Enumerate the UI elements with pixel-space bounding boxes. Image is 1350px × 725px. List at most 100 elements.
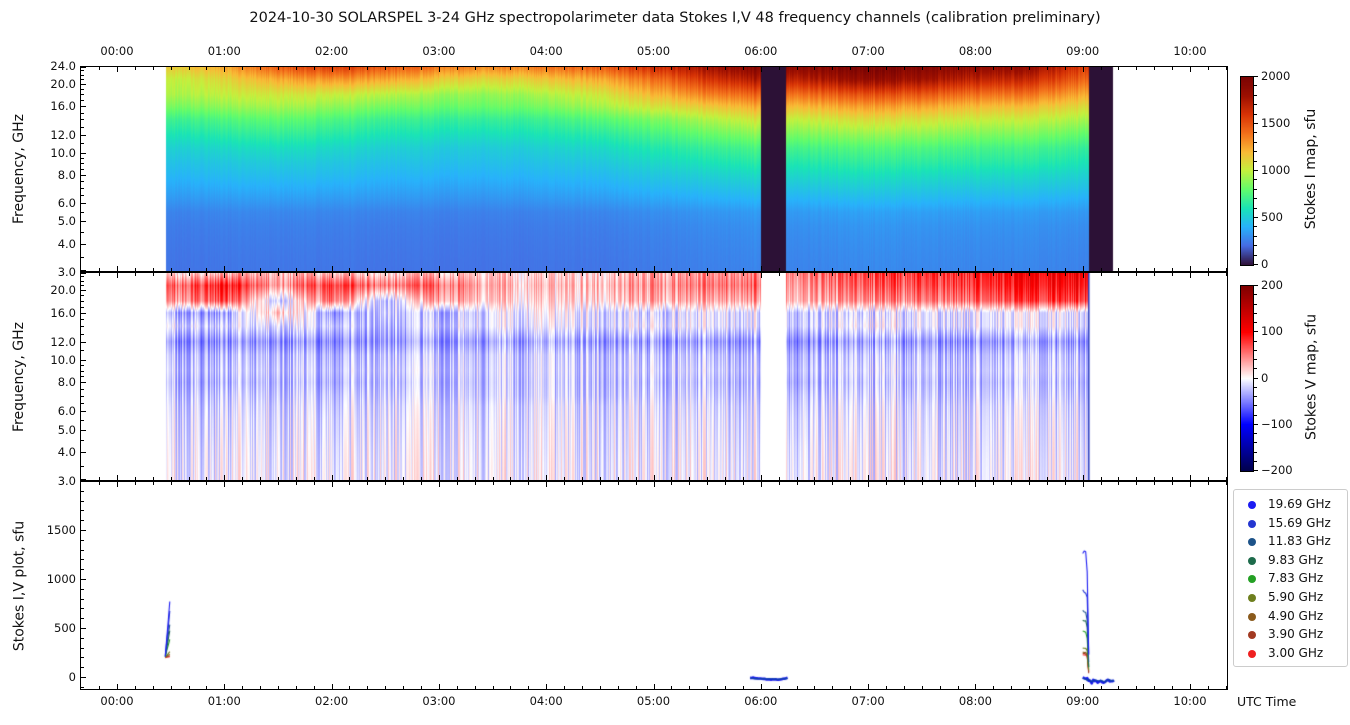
tick: [81, 334, 84, 335]
tick: [814, 686, 815, 689]
tick: [1190, 475, 1191, 480]
tick: [296, 273, 297, 276]
tick: [1029, 686, 1030, 689]
tick: [117, 273, 118, 278]
tick: [1254, 433, 1257, 434]
tick: [725, 477, 726, 480]
tick: [600, 273, 601, 276]
stokes-v-heatmap: [80, 272, 1228, 481]
tick: [1254, 313, 1257, 314]
tick: [707, 686, 708, 689]
stokes-i-colorbar-frame: [1240, 76, 1254, 266]
time-tick-label-top: 03:00: [422, 44, 456, 58]
tick: [421, 686, 422, 689]
tick: [81, 273, 86, 274]
tick: [725, 268, 726, 271]
tick: [1136, 273, 1137, 276]
tick: [922, 482, 923, 485]
tick: [189, 477, 190, 480]
tick: [81, 290, 86, 291]
stokes-i-colorbar-label: Stokes I map, sfu: [1303, 108, 1319, 230]
time-tick-label-bottom: 09:00: [1066, 694, 1100, 708]
tick: [725, 67, 726, 70]
tick: [1118, 268, 1119, 271]
tick: [260, 67, 261, 70]
tick: [958, 273, 959, 276]
tick: [689, 273, 690, 276]
tick: [993, 273, 994, 276]
tick: [797, 477, 798, 480]
tick: [81, 638, 84, 639]
lineplot-ytick-label: 500: [54, 621, 76, 635]
tick: [1065, 67, 1066, 70]
tick: [1254, 132, 1257, 133]
tick: [81, 579, 86, 580]
tick: [1254, 264, 1258, 265]
tick: [81, 212, 84, 213]
legend-item: 9.83 GHz: [1234, 552, 1347, 571]
tick: [99, 482, 100, 485]
tick: [135, 273, 136, 276]
legend-marker-icon: [1248, 594, 1256, 602]
tick: [922, 273, 923, 276]
tick: [886, 482, 887, 485]
tick: [81, 559, 84, 560]
freq-tick-label: 3.0: [57, 265, 76, 279]
tick: [814, 268, 815, 271]
tick: [707, 67, 708, 70]
tick: [242, 482, 243, 485]
tick: [81, 540, 84, 541]
tick: [314, 686, 315, 689]
tick: [493, 268, 494, 271]
tick: [797, 67, 798, 70]
tick: [81, 550, 84, 551]
tick: [81, 510, 84, 511]
legend-item: 15.69 GHz: [1234, 515, 1347, 534]
tick: [1254, 226, 1257, 227]
freq-tick-label: 10.0: [50, 146, 76, 160]
tick: [743, 67, 744, 70]
tick: [761, 273, 762, 278]
tick: [81, 94, 84, 95]
tick: [975, 482, 976, 487]
tick: [81, 153, 86, 154]
tick: [671, 273, 672, 276]
tick: [1029, 273, 1030, 276]
tick: [296, 477, 297, 480]
tick: [1254, 424, 1258, 425]
freq-tick-label: 16.0: [50, 306, 76, 320]
tick: [832, 482, 833, 485]
tick: [940, 482, 941, 485]
tick: [940, 477, 941, 480]
tick: [493, 686, 494, 689]
tick: [81, 301, 84, 302]
tick: [81, 687, 84, 688]
tick: [636, 67, 637, 70]
tick: [349, 477, 350, 480]
tick: [349, 686, 350, 689]
utc-time-label: UTC Time: [1237, 694, 1297, 709]
tick: [81, 75, 84, 76]
tick: [242, 477, 243, 480]
tick: [600, 268, 601, 271]
tick: [1047, 268, 1048, 271]
legend-label: 11.83 GHz: [1268, 534, 1331, 549]
tick: [493, 482, 494, 485]
tick: [81, 599, 84, 600]
tick: [1254, 142, 1257, 143]
tick: [564, 273, 565, 276]
freq-tick-label: 20.0: [50, 283, 76, 297]
tick: [1083, 482, 1084, 487]
tick: [421, 273, 422, 276]
time-tick-label-bottom: 04:00: [529, 694, 563, 708]
tick: [385, 686, 386, 689]
freq-tick-label: 3.0: [57, 474, 76, 488]
tick: [1254, 359, 1257, 360]
tick: [832, 477, 833, 480]
tick: [81, 79, 84, 80]
tick: [1254, 179, 1257, 180]
tick: [439, 67, 440, 72]
tick: [117, 266, 118, 271]
tick: [1172, 268, 1173, 271]
tick: [475, 482, 476, 485]
